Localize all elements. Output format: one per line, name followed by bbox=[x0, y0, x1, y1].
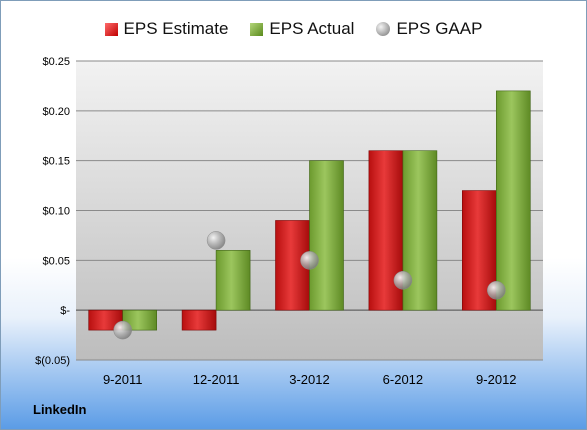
legend-label-eps-actual: EPS Actual bbox=[269, 19, 355, 38]
x-axis: 9-2011 12-2011 3-2012 6-2012 9-2012 bbox=[103, 372, 517, 387]
legend-label-eps-estimate: EPS Estimate bbox=[123, 19, 229, 38]
y-tick-label: $0.15 bbox=[42, 156, 70, 168]
bars-group bbox=[88, 90, 531, 331]
y-tick-label: $(0.05) bbox=[35, 355, 70, 367]
legend-label-eps-gaap: EPS GAAP bbox=[396, 19, 483, 38]
marker-eps-gaap-6-2012 bbox=[393, 271, 413, 290]
bar-eps-estimate-12-2011 bbox=[181, 309, 217, 331]
bar-eps-actual-9-2011 bbox=[122, 309, 157, 331]
bar-eps-actual-9-2012 bbox=[495, 90, 531, 311]
y-tick-label: $0.10 bbox=[42, 206, 70, 218]
y-tick-label: $0.25 bbox=[42, 56, 70, 68]
legend-item-eps-gaap: EPS GAAP bbox=[376, 19, 482, 39]
legend-item-eps-estimate: EPS Estimate bbox=[104, 19, 229, 39]
company-label: LinkedIn bbox=[33, 402, 87, 417]
y-axis: $(0.05) $- $0.05 $0.10 $0.15 $0.20 $0.25 bbox=[35, 56, 70, 367]
legend-swatch-eps-actual bbox=[250, 22, 264, 36]
chart-legend: EPS Estimate EPS Actual EPS GAAP bbox=[0, 16, 587, 42]
marker-eps-gaap-3-2012 bbox=[300, 251, 319, 270]
x-tick-label: 12-2011 bbox=[193, 372, 240, 387]
bar-eps-actual-3-2012 bbox=[309, 160, 344, 311]
y-tick-label: $0.20 bbox=[42, 106, 70, 118]
y-tick-label: $- bbox=[60, 305, 70, 317]
marker-eps-gaap-9-2012 bbox=[487, 280, 506, 300]
legend-swatch-eps-gaap bbox=[376, 22, 391, 36]
marker-eps-gaap-12-2011 bbox=[206, 231, 226, 250]
marker-eps-gaap-9-2011 bbox=[113, 320, 132, 340]
x-tick-label: 6-2012 bbox=[383, 372, 423, 387]
gaap-markers-group bbox=[113, 231, 506, 340]
legend-swatch-eps-estimate bbox=[104, 22, 118, 36]
x-tick-label: 9-2011 bbox=[103, 372, 143, 387]
x-tick-label: 9-2012 bbox=[476, 372, 516, 387]
y-tick-label: $0.05 bbox=[42, 255, 70, 267]
x-tick-label: 3-2012 bbox=[289, 372, 329, 387]
bar-eps-actual-12-2011 bbox=[215, 250, 251, 311]
legend-item-eps-actual: EPS Actual bbox=[250, 19, 354, 39]
